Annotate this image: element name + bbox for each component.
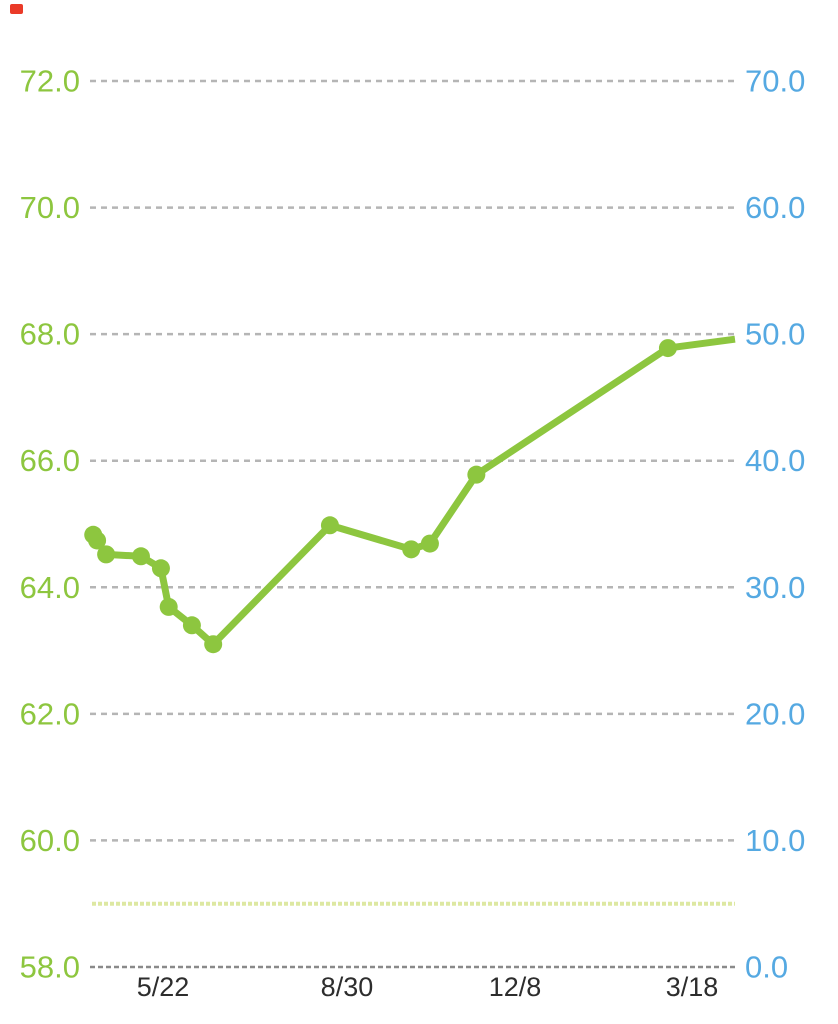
left-axis-tick-label: 64.0 bbox=[20, 570, 80, 605]
right-axis-tick-label: 40.0 bbox=[745, 443, 805, 478]
right-axis-tick-label: 30.0 bbox=[745, 570, 805, 605]
series-marker bbox=[320, 516, 339, 535]
right-axis-tick-label: 70.0 bbox=[745, 64, 805, 99]
series-marker bbox=[420, 534, 439, 553]
series-marker bbox=[402, 540, 421, 559]
right-axis-tick-label: 20.0 bbox=[745, 696, 805, 731]
x-axis-tick-label: 3/18 bbox=[666, 972, 719, 1002]
series-marker bbox=[131, 547, 150, 566]
series-marker bbox=[204, 635, 223, 654]
left-axis-tick-label: 70.0 bbox=[20, 190, 80, 225]
x-axis-tick-label: 5/22 bbox=[137, 972, 190, 1002]
series-marker bbox=[658, 339, 677, 358]
series-marker bbox=[88, 531, 107, 550]
series-marker bbox=[467, 465, 486, 484]
series-line bbox=[90, 335, 736, 648]
series-marker bbox=[97, 545, 116, 564]
x-axis-tick-label: 12/8 bbox=[489, 972, 542, 1002]
left-axis-tick-label: 68.0 bbox=[20, 317, 80, 352]
series-marker bbox=[151, 559, 170, 578]
right-axis-tick-label: 10.0 bbox=[745, 823, 805, 858]
left-axis-tick-label: 62.0 bbox=[20, 696, 80, 731]
x-axis-tick-label: 8/30 bbox=[321, 972, 374, 1002]
left-axis-tick-label: 72.0 bbox=[20, 64, 80, 99]
series-marker bbox=[159, 597, 178, 616]
left-axis-tick-label: 60.0 bbox=[20, 823, 80, 858]
recording-indicator-icon bbox=[10, 4, 23, 14]
right-axis-tick-label: 0.0 bbox=[745, 950, 788, 985]
left-axis-tick-label: 58.0 bbox=[20, 950, 80, 985]
right-axis-tick-label: 60.0 bbox=[745, 190, 805, 225]
left-axis-tick-label: 66.0 bbox=[20, 443, 80, 478]
series-marker bbox=[182, 616, 201, 635]
right-axis-tick-label: 50.0 bbox=[745, 317, 805, 352]
